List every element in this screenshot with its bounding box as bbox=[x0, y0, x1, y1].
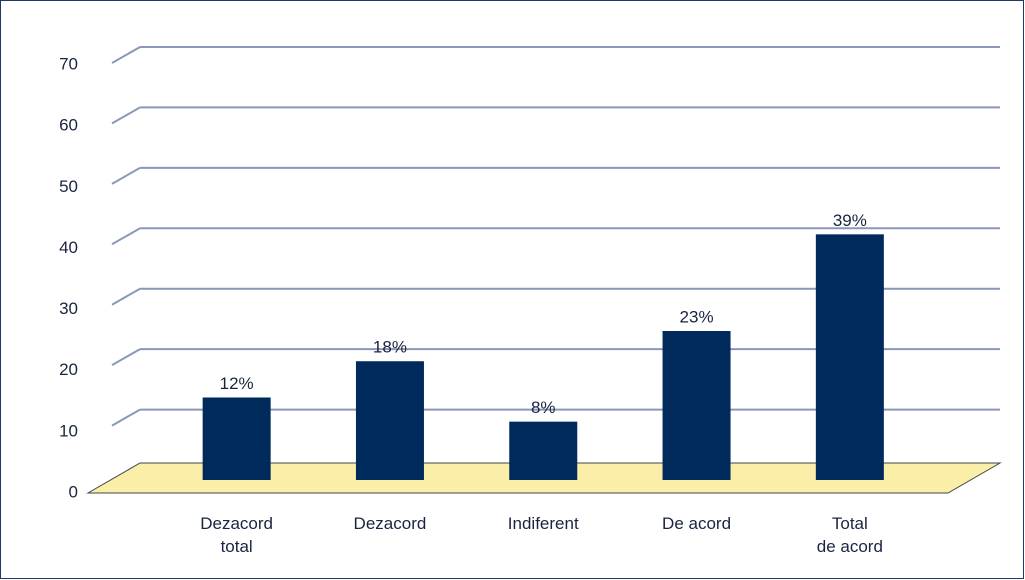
bar bbox=[202, 397, 271, 480]
x-tick-label: Indiferent bbox=[507, 514, 579, 533]
y-tick-label: 70 bbox=[59, 54, 78, 73]
x-tick-label: Dezacord bbox=[353, 514, 427, 533]
x-tick-label: Total de acord bbox=[816, 514, 883, 556]
value-label: 12% bbox=[220, 374, 254, 393]
x-tick-label: Dezacord total bbox=[200, 514, 274, 556]
grid-line bbox=[111, 287, 141, 306]
y-tick-label: 10 bbox=[59, 421, 78, 440]
y-tick-label: 60 bbox=[59, 116, 78, 135]
value-label: 18% bbox=[373, 338, 407, 357]
y-tick-label: 20 bbox=[59, 360, 78, 379]
x-tick-label: De acord bbox=[662, 514, 732, 533]
grid-line bbox=[111, 408, 141, 427]
grid-line bbox=[111, 166, 141, 185]
bar bbox=[815, 234, 884, 480]
grid-line bbox=[111, 106, 141, 125]
bar bbox=[355, 361, 424, 480]
grid-line bbox=[111, 227, 141, 246]
y-tick-label: 40 bbox=[59, 238, 78, 257]
grid-line bbox=[111, 348, 141, 367]
y-tick-label: 50 bbox=[59, 177, 78, 196]
value-label: 39% bbox=[833, 211, 867, 230]
value-label: 8% bbox=[531, 398, 556, 417]
y-tick-label: 30 bbox=[59, 299, 78, 318]
grid-line bbox=[111, 46, 141, 64]
bar bbox=[662, 331, 731, 480]
y-tick-label: 0 bbox=[69, 482, 78, 501]
bar bbox=[509, 421, 578, 480]
value-label: 23% bbox=[680, 307, 714, 326]
